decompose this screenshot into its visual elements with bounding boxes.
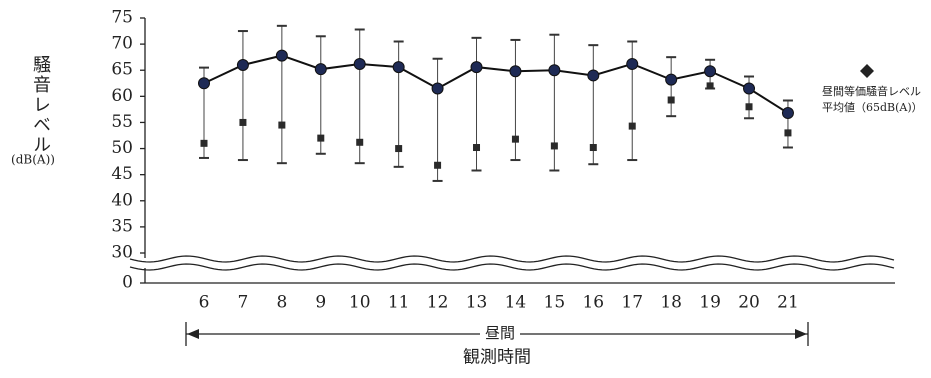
x-tick-label: 15 (544, 293, 566, 313)
y-tick-label: 45 (111, 164, 133, 184)
point (314, 63, 327, 76)
x-tick-label: 20 (738, 293, 760, 313)
point (278, 121, 286, 129)
point (470, 61, 483, 74)
y-tick-label: 65 (111, 60, 133, 80)
point (548, 64, 561, 77)
x-tick-label: 19 (699, 293, 721, 313)
y-tick-label: 70 (111, 34, 133, 54)
point (706, 82, 714, 90)
point (667, 96, 675, 104)
point (626, 57, 639, 70)
x-tick-label: 17 (621, 293, 643, 313)
point (198, 77, 210, 90)
y-tick-label: 60 (111, 86, 133, 106)
point (353, 57, 366, 70)
y-tick-label: 35 (111, 216, 133, 236)
point (511, 135, 519, 143)
point (665, 73, 678, 86)
x-tick-label: 9 (315, 293, 326, 313)
point (395, 145, 403, 153)
y-tick-label: 75 (111, 8, 133, 28)
point (317, 134, 325, 142)
y-axis-unit: (dB(A)) (11, 153, 55, 167)
legend-marker (860, 64, 874, 78)
point (743, 82, 756, 95)
point (781, 107, 794, 120)
x-tick-label: 14 (505, 293, 527, 313)
point (239, 118, 247, 126)
x-tick-label: 12 (427, 293, 449, 313)
point (275, 49, 288, 62)
y-tick-label: 55 (111, 112, 133, 132)
y-tick-label: 30 (111, 243, 133, 263)
legend-label: 平均値（65dB(A)） (822, 101, 923, 114)
point (784, 129, 792, 137)
y-axis-label: 騒音レベル (30, 55, 51, 155)
point (704, 65, 717, 78)
point (431, 82, 444, 95)
x-tick-label: 21 (777, 293, 799, 313)
point (200, 139, 208, 147)
point (356, 138, 364, 146)
point (236, 59, 249, 71)
x-tick-label: 8 (276, 293, 287, 313)
x-tick-label: 16 (582, 293, 604, 313)
point (434, 161, 442, 169)
x-tick-label: 18 (660, 293, 682, 313)
point (628, 122, 636, 130)
point (589, 144, 597, 152)
point (509, 65, 522, 78)
x-tick-label: 10 (349, 293, 371, 313)
span-arrow (185, 322, 809, 346)
axis-break (129, 263, 895, 271)
y-tick-label: 50 (111, 138, 133, 158)
y-tick-label: 0 (122, 273, 133, 293)
point (587, 69, 600, 82)
axis-break (129, 255, 895, 263)
point (473, 144, 481, 152)
span-label: 昼間 (485, 324, 515, 342)
point (392, 61, 405, 74)
y-tick-label: 40 (111, 190, 133, 210)
x-tick-label: 11 (388, 293, 410, 313)
point (550, 142, 558, 150)
series-line (203, 54, 789, 114)
x-tick-label: 7 (238, 293, 249, 313)
x-axis-label: 観測時間 (463, 348, 531, 368)
point (745, 103, 753, 111)
legend-label: 昼間等価騒音レベル (822, 84, 921, 98)
x-tick-label: 6 (199, 293, 210, 313)
axis-break-gap (130, 258, 898, 268)
x-tick-label: 13 (466, 293, 488, 313)
